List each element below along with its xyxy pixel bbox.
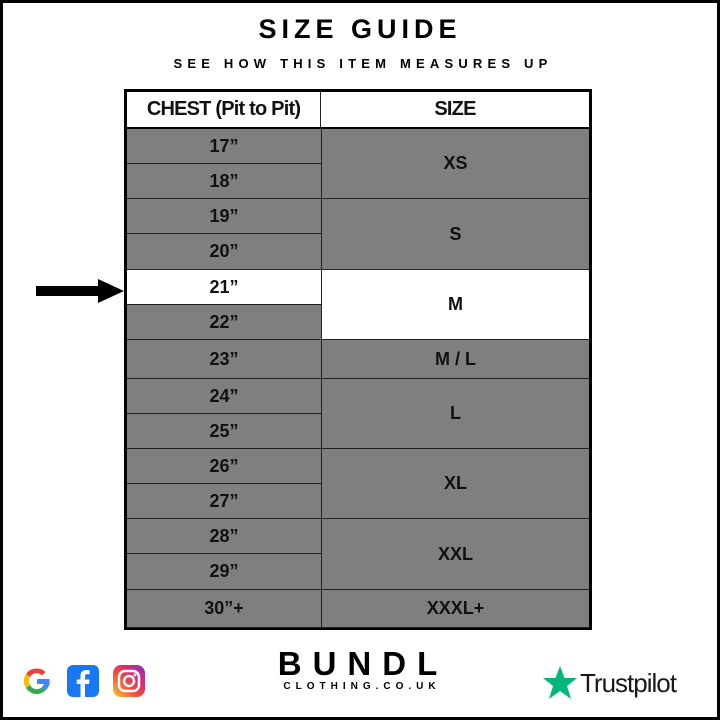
facebook-icon[interactable] (66, 664, 100, 698)
trustpilot-text: Trustpilot (580, 667, 677, 698)
page-title: SIZE GUIDE (258, 14, 462, 44)
size-cell: XL (321, 449, 589, 519)
chest-cell: 27” (127, 484, 321, 519)
chest-cell: 29” (127, 554, 321, 590)
chest-cell: 25” (127, 414, 321, 449)
star-icon (543, 666, 577, 699)
brand-logo: BUNDL (277, 645, 449, 682)
chest-cell: 18” (127, 164, 321, 199)
chest-cell: 19” (127, 199, 321, 234)
chest-cell: 26” (127, 449, 321, 484)
size-cell: L (321, 379, 589, 449)
chest-cell: 17” (127, 129, 321, 164)
chest-cell: 20” (127, 234, 321, 270)
trustpilot-logo[interactable]: Trustpilot (542, 665, 677, 701)
size-cell: XS (321, 129, 589, 199)
size-cell: M (321, 270, 589, 340)
size-cell: M / L (321, 340, 589, 379)
chest-cell: 30”+ (127, 590, 321, 628)
chest-cell: 28” (127, 519, 321, 554)
chest-cell: 23” (127, 340, 321, 379)
header-chest: CHEST (Pit to Pit) (127, 92, 321, 129)
chest-cell: 22” (127, 305, 321, 340)
brand-subtitle: CLOTHING.CO.UK (283, 681, 441, 692)
google-icon[interactable] (20, 664, 54, 698)
page-subtitle: SEE HOW THIS ITEM MEASURES UP (173, 56, 553, 71)
size-cell: XXXL+ (321, 590, 589, 628)
size-cell: XXL (321, 519, 589, 590)
instagram-icon[interactable] (112, 664, 146, 698)
header-size: SIZE (321, 92, 589, 129)
chest-cell: 21” (127, 270, 321, 305)
size-cell: S (321, 199, 589, 270)
chest-cell: 24” (127, 379, 321, 414)
size-table: CHEST (Pit to Pit) SIZE 17” 18” 19” 20” 21” 2… (124, 89, 592, 630)
arrow-icon (36, 279, 124, 303)
